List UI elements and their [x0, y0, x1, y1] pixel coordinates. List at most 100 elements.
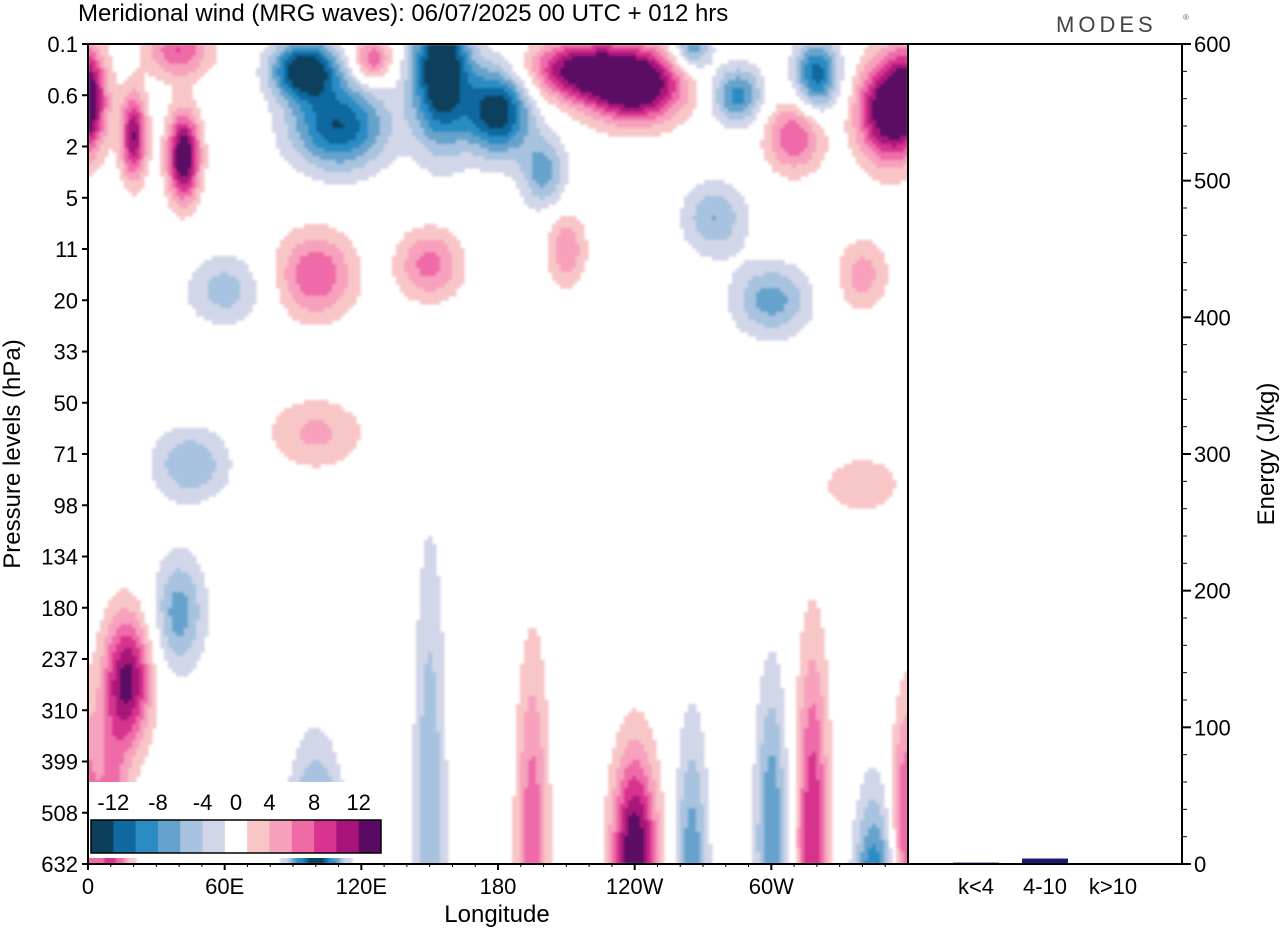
heatmap-cell	[192, 144, 197, 149]
heatmap-cell	[424, 104, 429, 109]
heatmap-cell	[504, 160, 509, 165]
heatmap-cell	[472, 76, 477, 81]
heatmap-cell	[160, 152, 165, 157]
heatmap-cell	[304, 148, 309, 153]
heatmap-cell	[544, 88, 549, 93]
heatmap-cell	[596, 84, 601, 89]
heatmap-cell	[368, 88, 373, 93]
heatmap-cell	[720, 184, 725, 189]
heatmap-cell	[896, 48, 901, 53]
heatmap-cell	[432, 124, 437, 129]
heatmap-cell	[576, 80, 581, 85]
heatmap-cell	[300, 52, 305, 57]
heatmap-cell	[88, 104, 93, 109]
heatmap-cell	[444, 88, 449, 93]
heatmap-cell	[804, 116, 809, 121]
heatmap-cell	[480, 120, 485, 125]
heatmap-cell	[128, 152, 133, 157]
heatmap-cell	[88, 152, 93, 157]
heatmap-cell	[768, 116, 773, 121]
heatmap-cell	[132, 140, 137, 145]
heatmap-cell	[520, 108, 525, 113]
heatmap-cell	[324, 132, 329, 137]
heatmap-cell	[800, 168, 805, 173]
heatmap-cell	[808, 156, 813, 161]
heatmap-cell	[616, 84, 621, 89]
heatmap-cell	[476, 124, 481, 129]
heatmap-cell	[832, 68, 837, 73]
heatmap-cell	[872, 44, 877, 49]
heatmap-cell	[140, 112, 145, 117]
heatmap-cell	[820, 44, 825, 49]
heatmap-cell	[416, 92, 421, 97]
heatmap-cell	[904, 136, 908, 141]
heatmap-cell	[804, 128, 809, 133]
heatmap-cell	[316, 128, 321, 133]
heatmap-cell	[188, 144, 193, 149]
heatmap-cell	[124, 112, 129, 117]
heatmap-cell	[172, 196, 177, 201]
heatmap-cell	[308, 104, 313, 109]
heatmap-cell	[724, 72, 729, 77]
heatmap-cell	[288, 92, 293, 97]
heatmap-cell	[600, 72, 605, 77]
heatmap-cell	[288, 64, 293, 69]
heatmap-cell	[496, 164, 501, 169]
heatmap-cell	[472, 148, 477, 153]
heatmap-cell	[800, 80, 805, 85]
heatmap-cell	[140, 72, 145, 77]
heatmap-cell	[140, 100, 145, 105]
heatmap-cell	[376, 144, 381, 149]
heatmap-cell	[580, 64, 585, 69]
heatmap-cell	[300, 68, 305, 73]
heatmap-cell	[556, 164, 561, 169]
heatmap-cell	[792, 112, 797, 117]
heatmap-cell	[420, 148, 425, 153]
heatmap-cell	[724, 64, 729, 69]
heatmap-cell	[344, 88, 349, 93]
heatmap-cell	[328, 148, 333, 153]
heatmap-cell	[444, 48, 449, 53]
heatmap-cell	[360, 56, 365, 61]
heatmap-cell	[324, 100, 329, 105]
heatmap-cell	[428, 104, 433, 109]
heatmap-cell	[100, 72, 105, 77]
heatmap-cell	[412, 120, 417, 125]
heatmap-cell	[656, 72, 661, 77]
heatmap-cell	[168, 120, 173, 125]
heatmap-cell	[712, 192, 717, 197]
heatmap-cell	[808, 72, 813, 77]
heatmap-cell	[132, 144, 137, 149]
heatmap-cell	[700, 48, 705, 53]
heatmap-cell	[352, 100, 357, 105]
heatmap-cell	[552, 80, 557, 85]
heatmap-cell	[320, 140, 325, 145]
heatmap-cell	[132, 84, 137, 89]
heatmap-cell	[460, 56, 465, 61]
heatmap-cell	[300, 104, 305, 109]
heatmap-cell	[372, 156, 377, 161]
heatmap-cell	[380, 120, 385, 125]
heatmap-cell	[872, 72, 877, 77]
heatmap-cell	[136, 68, 141, 73]
heatmap-cell	[476, 116, 481, 121]
heatmap-cell	[768, 156, 773, 161]
heatmap-cell	[660, 68, 665, 73]
heatmap-cell	[292, 60, 297, 65]
heatmap-cell	[196, 200, 201, 205]
heatmap-cell	[524, 120, 529, 125]
heatmap-cell	[140, 172, 145, 177]
heatmap-cell	[388, 60, 393, 65]
heatmap-cell	[816, 132, 821, 137]
heatmap-cell	[864, 148, 869, 153]
heatmap-cell	[256, 72, 261, 77]
heatmap-cell	[144, 136, 149, 141]
heatmap-cell	[164, 48, 169, 53]
heatmap-cell	[804, 136, 809, 141]
heatmap-cell	[824, 80, 829, 85]
heatmap-cell	[172, 44, 177, 49]
heatmap-cell	[340, 56, 345, 61]
heatmap-cell	[344, 104, 349, 109]
heatmap-cell	[588, 120, 593, 125]
heatmap-cell	[844, 128, 849, 133]
